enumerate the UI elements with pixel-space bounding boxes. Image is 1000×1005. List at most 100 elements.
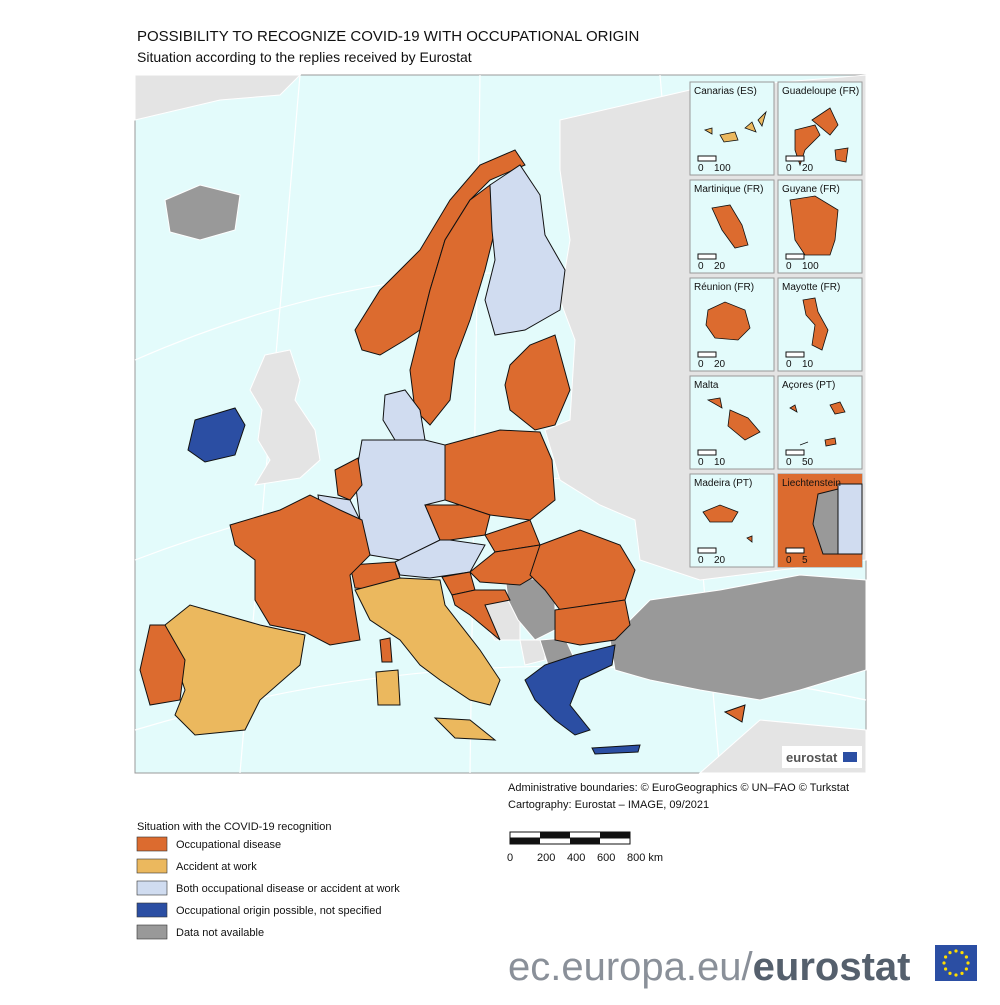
legend-label: Accident at work bbox=[176, 861, 257, 873]
inset-scale bbox=[785, 449, 805, 456]
inset-scale bbox=[785, 155, 805, 162]
scale-label: 800 km bbox=[627, 852, 663, 864]
eurostat-logo: eurostat bbox=[786, 750, 838, 765]
legend-label: Data not available bbox=[176, 927, 264, 939]
inset-scale-label: 20 bbox=[714, 359, 726, 370]
inset-scale-label: 0 bbox=[786, 555, 792, 566]
star bbox=[954, 949, 958, 953]
inset-region bbox=[802, 297, 829, 351]
inset-scale-label: 0 bbox=[698, 555, 704, 566]
inset-scale bbox=[697, 155, 717, 162]
star bbox=[960, 971, 964, 975]
inset-scale-label: 0 bbox=[786, 163, 792, 174]
star bbox=[954, 973, 958, 977]
inset-label: Mayotte (FR) bbox=[782, 282, 840, 293]
star bbox=[966, 961, 970, 965]
inset-label: Réunion (FR) bbox=[694, 282, 754, 293]
inset-scale-label: 10 bbox=[802, 359, 814, 370]
inset-region bbox=[794, 107, 849, 167]
inset-scale-label: 5 bbox=[802, 555, 808, 566]
inset-scale-label: 0 bbox=[698, 261, 704, 272]
legend-label: Occupational origin possible, not specif… bbox=[176, 905, 381, 917]
inset-label: Guadeloupe (FR) bbox=[782, 86, 859, 97]
inset-scale bbox=[697, 351, 717, 358]
inset-label: Martinique (FR) bbox=[694, 184, 763, 195]
inset-scale-label: 0 bbox=[786, 457, 792, 468]
star bbox=[964, 967, 968, 971]
legend-label: Occupational disease bbox=[176, 839, 281, 851]
inset-region bbox=[706, 397, 761, 441]
eu-flag-small bbox=[843, 752, 857, 762]
legend-swatch bbox=[136, 836, 168, 852]
scale-label: 400 bbox=[567, 852, 585, 864]
star bbox=[964, 955, 968, 959]
inset: Guadeloupe (FR) 0 20 bbox=[777, 81, 863, 176]
credit: Cartography: Eurostat – IMAGE, 09/2021 bbox=[508, 799, 709, 811]
star bbox=[944, 955, 948, 959]
legend-title: Situation with the COVID-19 recognition bbox=[137, 821, 331, 833]
inset: Liechtenstein 0 5 bbox=[777, 473, 863, 568]
legend: Occupational disease Accident at work Both… bbox=[136, 836, 400, 940]
star bbox=[948, 971, 952, 975]
legend-label: Both occupational disease or accident at… bbox=[176, 883, 400, 895]
inset-label: Madeira (PT) bbox=[694, 478, 752, 489]
inset-label: Canarias (ES) bbox=[694, 86, 757, 97]
inset-region bbox=[837, 483, 863, 555]
inset-scale-label: 100 bbox=[714, 163, 731, 174]
inset-scale bbox=[697, 253, 717, 260]
inset-scale-label: 20 bbox=[714, 555, 726, 566]
inset: Malta 0 10 bbox=[689, 375, 775, 470]
inset: Guyane (FR) 0 100 bbox=[777, 179, 863, 274]
inset-label: Malta bbox=[694, 380, 719, 391]
inset-scale bbox=[785, 253, 805, 260]
star bbox=[948, 951, 952, 955]
inset-region bbox=[789, 401, 846, 447]
scale-label: 600 bbox=[597, 852, 615, 864]
eu-stars bbox=[942, 949, 970, 977]
inset-region bbox=[789, 195, 839, 256]
inset-scale bbox=[785, 351, 805, 358]
inset-scale bbox=[697, 547, 717, 554]
inset: Madeira (PT) 0 20 bbox=[689, 473, 775, 568]
star bbox=[942, 961, 946, 965]
inset-label: Açores (PT) bbox=[782, 380, 835, 391]
legend-swatch bbox=[136, 858, 168, 874]
title: POSSIBILITY TO RECOGNIZE COVID-19 WITH O… bbox=[137, 28, 639, 45]
inset-scale-label: 50 bbox=[802, 457, 814, 468]
inset-scale-label: 0 bbox=[698, 359, 704, 370]
footer-url: ec.europa.eu/ bbox=[508, 945, 754, 989]
inset: Réunion (FR) 0 20 bbox=[689, 277, 775, 372]
subtitle: Situation according to the replies recei… bbox=[137, 49, 472, 65]
inset-scale-label: 0 bbox=[786, 261, 792, 272]
inset: Martinique (FR) 0 20 bbox=[689, 179, 775, 274]
footer-brand: eurostat bbox=[753, 945, 911, 989]
inset: Açores (PT) 0 50 bbox=[777, 375, 863, 470]
star bbox=[944, 967, 948, 971]
inset-scale-label: 10 bbox=[714, 457, 726, 468]
inset: Mayotte (FR) 0 10 bbox=[777, 277, 863, 372]
inset-label: Guyane (FR) bbox=[782, 184, 840, 195]
scale-bar: 0 200 400 600 800 km bbox=[507, 831, 663, 864]
legend-swatch bbox=[136, 924, 168, 940]
inset-region bbox=[705, 301, 751, 341]
inset: Canarias (ES) 0 100 bbox=[689, 81, 775, 176]
inset-scale-label: 0 bbox=[698, 163, 704, 174]
inset-region bbox=[812, 488, 839, 555]
inset-region bbox=[703, 110, 767, 143]
inset-scale-label: 0 bbox=[786, 359, 792, 370]
inset-scale bbox=[697, 449, 717, 456]
inset-label: Liechtenstein bbox=[782, 478, 841, 489]
legend-swatch bbox=[136, 880, 168, 896]
inset-scale-label: 20 bbox=[714, 261, 726, 272]
inset-scale-label: 20 bbox=[802, 163, 814, 174]
star bbox=[960, 951, 964, 955]
inset-region bbox=[702, 504, 753, 543]
inset-region bbox=[711, 204, 749, 249]
legend-swatch bbox=[136, 902, 168, 918]
inset-scale-label: 100 bbox=[802, 261, 819, 272]
inset-scale-label: 0 bbox=[698, 457, 704, 468]
credit: Administrative boundaries: © EuroGeograp… bbox=[508, 782, 849, 794]
scale-label: 200 bbox=[537, 852, 555, 864]
